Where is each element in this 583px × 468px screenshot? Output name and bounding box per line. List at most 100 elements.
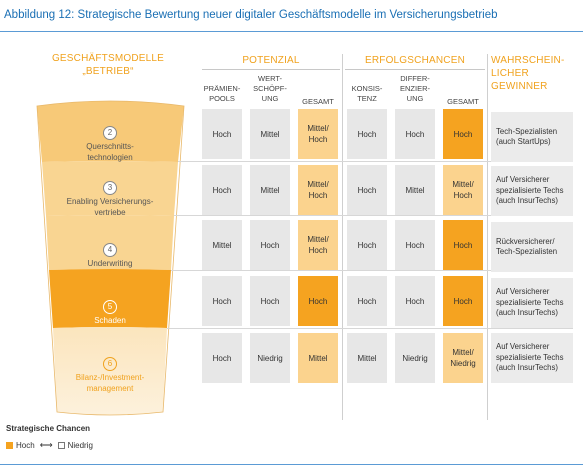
funnel-segment-4 (46, 215, 174, 270)
rating-cell-differenzierung: Niedrig (395, 333, 435, 383)
rating-cell-erfolgschancen-gesamt: Hoch (443, 109, 483, 159)
erfolgschancen-group-line (345, 69, 485, 70)
rating-cell-differenzierung: Hoch (395, 220, 435, 270)
funnel-outline (36, 100, 185, 416)
rating-cell-praemienpools: Hoch (202, 333, 242, 383)
winner-text: Auf Versicherer spezialisierte Techs (auch… (496, 175, 563, 207)
header-geschaeftsmodelle: GESCHÄFTSMODELLE „BETRIEB“ (22, 52, 194, 78)
model-label-underwriting: 4 Underwriting (52, 243, 168, 270)
rating-cell-praemienpools: Hoch (202, 165, 242, 215)
winner-line: (auch InsurTechs) (496, 363, 558, 373)
winner-line: Rückversicherer/ (496, 236, 555, 246)
model-name-line: Schaden (94, 316, 126, 325)
rating-cell-differenzierung: Hoch (395, 109, 435, 159)
subheader-konsistenz-l2: TENZ (357, 94, 377, 103)
rating-cell-erfolgschancen-gesamt: Mittel/ Hoch (443, 165, 483, 215)
double-arrow-icon: ⟷ (39, 440, 53, 450)
winner-line: spezialisierte Techs (496, 185, 564, 195)
winner-line: Tech-Spezialisten (496, 126, 558, 136)
winner-line: (auch InsurTechs) (496, 196, 558, 206)
subheader-konsistenz: KONSIS- TENZ (346, 84, 388, 104)
winner-text: Rückversicherer/Tech-Spezialisten (496, 237, 557, 258)
subheader-potenzial-gesamt-l1: GESAMT (302, 97, 334, 106)
subheader-differenzierung-l2: ENZIER- (400, 84, 430, 93)
row-separator-4 (167, 328, 573, 329)
legend: Hoch ⟷ Niedrig (6, 440, 93, 451)
winner-line: Auf Versicherer (496, 342, 550, 352)
rating-cell-potenzial-gesamt: Mittel/ Hoch (298, 109, 338, 159)
winner-cell: Auf Versicherer spezialisierte Techs (auch… (491, 278, 573, 328)
rating-cell-wertschoepfung: Hoch (250, 220, 290, 270)
winner-line: spezialisierte Techs (496, 352, 564, 362)
winner-text: Tech-Spezialisten (auch StartUps) (496, 127, 557, 148)
header-potenzial: POTENZIAL (242, 55, 300, 66)
subheader-konsistenz-l1: KONSIS- (351, 84, 383, 93)
rating-cell-potenzial-gesamt: Mittel (298, 333, 338, 383)
header-geschaeftsmodelle-line2: „BETRIEB“ (82, 66, 134, 77)
model-label-querschnittstechnologien: 2 Querschnitts- technologien (52, 126, 168, 163)
subheader-wertschoepfung: WERT- SCHÖPF- UNG (249, 74, 291, 104)
group-separator-2 (487, 54, 488, 420)
group-separator-1 (342, 54, 343, 420)
row-separator-3 (171, 270, 573, 271)
subheader-erfolgschancen-gesamt: GESAMT (442, 97, 484, 107)
header-geschaeftsmodelle-line1: GESCHÄFTSMODELLE (51, 53, 165, 64)
winner-line: Tech-Spezialisten (496, 247, 558, 256)
subheader-differenzierung-l1: DIFFER- (400, 74, 430, 83)
header-gewinner: WAHRSCHEIN- LICHER GEWINNER (491, 54, 573, 93)
row-separator-1 (178, 161, 573, 162)
subheader-wertschoepfung-l2: SCHÖPF- (253, 84, 287, 93)
rating-cell-wertschoepfung: Hoch (250, 276, 290, 326)
model-number-badge: 5 (103, 300, 117, 314)
winner-line: Auf Versicherer (496, 287, 550, 297)
figure-title: Abbildung 12: Strategische Bewertung neu… (4, 9, 498, 21)
rating-cell-konsistenz: Mittel (347, 333, 387, 383)
subheader-differenzierung: DIFFER- ENZIER- UNG (394, 74, 436, 104)
rating-cell-differenzierung: Hoch (395, 276, 435, 326)
model-name-line: Querschnitts- (86, 142, 134, 151)
rating-cell-erfolgschancen-gesamt: Hoch (443, 276, 483, 326)
model-number-badge: 3 (103, 181, 117, 195)
rating-cell-wertschoepfung: Mittel (250, 109, 290, 159)
rating-cell-praemienpools: Hoch (202, 276, 242, 326)
model-number-badge: 4 (103, 243, 117, 257)
legend-niedrig-label: Niedrig (67, 441, 93, 450)
rating-cell-praemienpools: Hoch (202, 109, 242, 159)
subheader-erfolgschancen-gesamt-l1: GESAMT (447, 97, 479, 106)
legend-hoch-label: Hoch (16, 441, 35, 450)
winner-line: (auch InsurTechs) (496, 308, 558, 318)
rating-cell-potenzial-gesamt: Mittel/ Hoch (298, 220, 338, 270)
legend-niedrig-swatch (57, 442, 65, 449)
subheader-wertschoepfung-l3: UNG (261, 94, 279, 103)
model-name-line: technologien (87, 152, 133, 162)
rating-cell-wertschoepfung: Niedrig (250, 333, 290, 383)
subheader-differenzierung-l3: UNG (406, 94, 424, 103)
legend-title: Strategische Chancen (6, 424, 91, 433)
rating-cell-konsistenz: Hoch (347, 109, 387, 159)
winner-text: Auf Versicherer spezialisierte Techs (auch… (496, 342, 563, 374)
title-divider (0, 31, 583, 32)
rating-cell-konsistenz: Hoch (347, 220, 387, 270)
row-separator-2 (174, 215, 573, 216)
header-erfolgschancen: ERFOLGSCHANCEN (364, 55, 466, 66)
subheader-wertschoepfung-l1: WERT- (257, 74, 283, 83)
winner-text: Auf Versicherer spezialisierte Techs (auch… (496, 287, 563, 319)
header-gewinner-line2: LICHER (491, 68, 529, 79)
winner-line: Auf Versicherer (496, 175, 550, 185)
model-label-enabling-vertriebe: 3 Enabling Versicherungs- vertriebe (52, 181, 168, 218)
model-label-bilanz-investment: 6 Bilanz-/Investment- management (52, 357, 168, 394)
model-name-line: vertriebe (94, 207, 126, 217)
header-gewinner-line1: WAHRSCHEIN- (491, 55, 565, 66)
potenzial-group-line (202, 69, 340, 70)
winner-cell: Rückversicherer/Tech-Spezialisten (491, 222, 573, 272)
model-number-badge: 6 (103, 357, 117, 371)
subheader-praemienpools-l1: PRÄMIEN- (203, 84, 241, 93)
rating-cell-differenzierung: Mittel (395, 165, 435, 215)
subheader-praemienpools-l2: POOLS (209, 94, 235, 103)
bottom-divider (0, 464, 583, 465)
rating-cell-erfolgschancen-gesamt: Mittel/ Niedrig (443, 333, 483, 383)
subheader-praemienpools: PRÄMIEN- POOLS (201, 84, 243, 104)
rating-cell-potenzial-gesamt: Hoch (298, 276, 338, 326)
legend-hoch-swatch (6, 442, 13, 449)
rating-cell-wertschoepfung: Mittel (250, 165, 290, 215)
